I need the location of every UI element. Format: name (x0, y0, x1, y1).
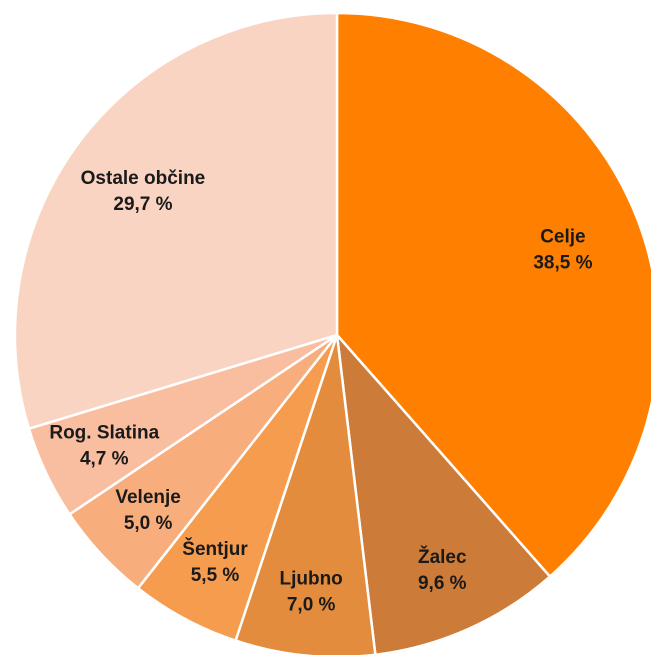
slice-value: 9,6 % (418, 573, 467, 594)
slice-label: Rog. Slatina (49, 422, 159, 443)
slice-value: 4,7 % (80, 448, 129, 469)
slice-label: Žalec (418, 546, 467, 568)
slice-label: Šentjur (182, 538, 248, 560)
pie-slice (13, 11, 339, 431)
pie-slice (233, 334, 377, 655)
slice-value: 5,5 % (191, 565, 240, 586)
slice-value: 7,0 % (287, 594, 336, 615)
slice-value: 5,0 % (124, 513, 173, 534)
slice-value: 38,5 % (533, 253, 592, 274)
slice-label: Ostale občine (81, 168, 206, 189)
slice-label: Ljubno (279, 568, 342, 589)
pie-slice (335, 331, 552, 655)
pie-slice (335, 11, 651, 579)
slice-value: 29,7 % (113, 194, 172, 215)
slice-label: Celje (540, 227, 585, 248)
slice-label: Velenje (115, 487, 181, 508)
